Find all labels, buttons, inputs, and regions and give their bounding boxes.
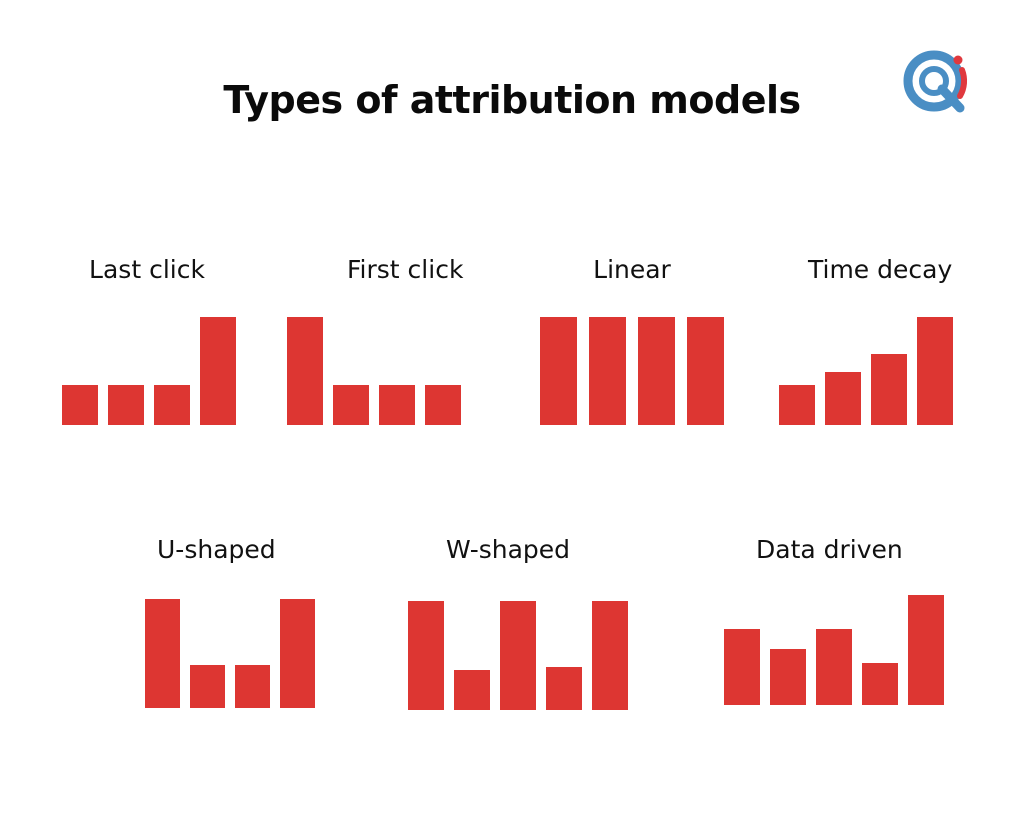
bar — [540, 317, 577, 425]
bar — [779, 385, 815, 425]
model-label: Data driven — [756, 535, 903, 564]
bar-group — [145, 599, 327, 708]
bar — [871, 354, 907, 425]
bar-group — [60, 317, 236, 425]
bar — [589, 317, 626, 425]
page-title: Types of attribution models — [223, 78, 801, 122]
model-w-shaped: W-shaped — [408, 535, 632, 710]
bar — [145, 599, 180, 708]
model-label: Time decay — [808, 255, 953, 284]
bar-group — [540, 317, 724, 425]
bar — [825, 372, 861, 425]
model-label: First click — [347, 255, 464, 284]
bar — [379, 385, 415, 425]
bar — [190, 665, 225, 708]
bar — [770, 649, 806, 705]
bar — [408, 601, 444, 710]
bar — [546, 667, 582, 710]
bar — [154, 385, 190, 425]
model-u-shaped: U-shaped — [145, 535, 327, 708]
bar-group — [287, 317, 461, 425]
bar — [816, 629, 852, 705]
magnifier-logo-icon — [903, 50, 967, 113]
bar-group — [724, 595, 944, 705]
bar — [235, 665, 270, 708]
bar — [425, 385, 461, 425]
bar — [454, 670, 490, 710]
model-label: U-shaped — [157, 535, 276, 564]
bar — [333, 385, 369, 425]
model-time-decay: Time decay — [778, 255, 958, 425]
bar — [500, 601, 536, 710]
model-linear: Linear — [540, 255, 724, 425]
model-label: Last click — [89, 255, 205, 284]
bar-group — [778, 317, 958, 425]
bar — [638, 317, 675, 425]
bar — [62, 385, 98, 425]
bar — [280, 599, 315, 708]
model-last-click: Last click — [60, 255, 236, 425]
bar — [687, 317, 724, 425]
bar — [287, 317, 323, 425]
bar — [908, 595, 944, 705]
bar — [862, 663, 898, 705]
model-label: W-shaped — [446, 535, 571, 564]
model-first-click: First click — [287, 255, 464, 425]
bar — [592, 601, 628, 710]
model-label: Linear — [593, 255, 671, 284]
model-data-driven: Data driven — [724, 535, 944, 705]
bar — [724, 629, 760, 705]
bar — [917, 317, 953, 425]
bar — [108, 385, 144, 425]
bar-group — [408, 601, 632, 710]
bar — [200, 317, 236, 425]
